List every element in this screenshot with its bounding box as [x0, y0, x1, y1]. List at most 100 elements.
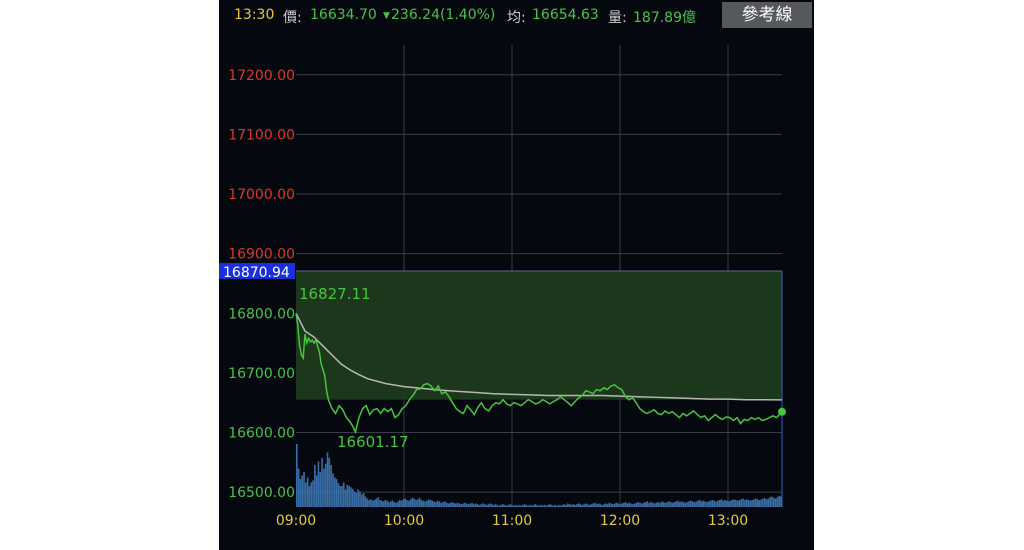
- y-tick-label: 16500.00: [228, 485, 295, 501]
- volume-bar: [529, 504, 531, 507]
- volume-bar: [361, 494, 363, 507]
- volume-bar: [635, 502, 638, 507]
- volume-bar: [606, 504, 609, 507]
- volume-bar: [689, 500, 692, 507]
- volume-bar: [368, 500, 370, 507]
- volume-bar: [514, 504, 517, 507]
- volume-bar: [465, 503, 468, 507]
- volume-bar: [454, 503, 457, 507]
- volume-bar: [568, 504, 571, 507]
- volume-bar: [747, 500, 750, 507]
- x-tick-label: 10:00: [384, 513, 424, 529]
- y-tick-label: 16900.00: [228, 247, 295, 263]
- volume-bar: [599, 504, 602, 507]
- volume-bar: [762, 498, 764, 507]
- volume-bar: [550, 504, 553, 507]
- volume-bar: [767, 498, 770, 507]
- volume-bar: [706, 502, 708, 507]
- volume-bar: [332, 473, 334, 507]
- volume-bar: [492, 504, 495, 507]
- volume-bar: [610, 503, 612, 507]
- volume-bar: [417, 499, 419, 507]
- last-price-dot: [778, 407, 786, 416]
- volume-bar: [541, 505, 544, 507]
- volume-bar: [632, 504, 634, 507]
- volume-bar: [738, 500, 741, 507]
- volume-bar: [716, 500, 719, 507]
- volume-bar: [364, 496, 367, 507]
- volume-bar: [686, 502, 688, 507]
- x-tick-label: 09:00: [276, 513, 316, 529]
- volume-bar: [763, 497, 766, 507]
- volume-bar: [402, 499, 405, 507]
- reference-line-button[interactable]: 參考線: [722, 2, 812, 28]
- volume-bar: [373, 500, 376, 507]
- volume-bar: [330, 465, 332, 507]
- volume-bar: [570, 504, 573, 507]
- volume-bar: [303, 472, 305, 507]
- volume-bar: [604, 503, 607, 507]
- volume-bar: [729, 500, 732, 507]
- volume-bar: [727, 501, 730, 507]
- volume-bar: [315, 475, 318, 507]
- volume-bar: [621, 503, 623, 507]
- volume-bar: [337, 483, 340, 507]
- volume-bar: [386, 500, 388, 507]
- volume-bar: [720, 499, 723, 507]
- reference-fill: [296, 270, 782, 400]
- volume-bar: [660, 501, 663, 507]
- average-line: [295, 312, 783, 401]
- volume-bar: [391, 500, 394, 507]
- volume-bar: [563, 504, 565, 507]
- volume-bar: [577, 503, 580, 507]
- volume-bar: [469, 503, 472, 507]
- volume-bar: [774, 498, 777, 507]
- volume-bar: [648, 502, 650, 507]
- intraday-chart: 17200.00 17100.00 17000.00 16900.00 16800.00…: [219, 45, 786, 529]
- volume-bar: [552, 505, 555, 507]
- header-price-label: 價:: [283, 10, 302, 26]
- volume-bar: [409, 499, 412, 507]
- header-time: 13:30: [234, 7, 275, 23]
- volume-bar: [333, 477, 336, 507]
- volume-bar: [561, 504, 564, 507]
- volume-bar: [335, 479, 338, 507]
- volume-bar: [623, 502, 625, 507]
- volume-bar: [735, 500, 737, 507]
- x-tick-label: 13:00: [708, 513, 748, 529]
- volume-bar: [688, 501, 690, 507]
- volume-bar: [639, 502, 641, 507]
- volume-bar: [675, 501, 678, 507]
- volume-bar: [718, 500, 721, 507]
- volume-bar: [489, 503, 491, 507]
- volume-bar: [297, 468, 300, 507]
- volume-bar: [641, 503, 643, 507]
- volume-bar: [581, 504, 584, 507]
- volume-bar: [321, 458, 323, 507]
- volume-bar: [319, 472, 322, 507]
- volume-bar: [751, 500, 753, 507]
- volume-bar: [651, 502, 654, 507]
- volume-bar: [426, 500, 428, 507]
- volume-bar: [422, 500, 425, 507]
- volume-bar: [702, 500, 705, 507]
- volume-bar: [498, 505, 500, 507]
- volume-bar: [427, 499, 430, 507]
- volume-bar: [572, 504, 575, 507]
- volume-bar: [435, 502, 437, 507]
- y-tick-label: 16800.00: [228, 306, 295, 322]
- volume-bar: [682, 502, 685, 507]
- volume-bar: [352, 488, 354, 507]
- volume-bar: [548, 504, 551, 507]
- volume-bar: [709, 500, 712, 507]
- volume-bar: [326, 452, 329, 507]
- volume-bar: [478, 504, 481, 507]
- volume-bar: [536, 504, 538, 507]
- volume-bar: [713, 500, 715, 507]
- volume-bar: [532, 504, 535, 507]
- volume-bar: [496, 504, 499, 507]
- volume-bar: [628, 502, 631, 507]
- volume-bar: [323, 468, 325, 507]
- volume-bar: [485, 504, 488, 507]
- volume-bar: [346, 484, 349, 507]
